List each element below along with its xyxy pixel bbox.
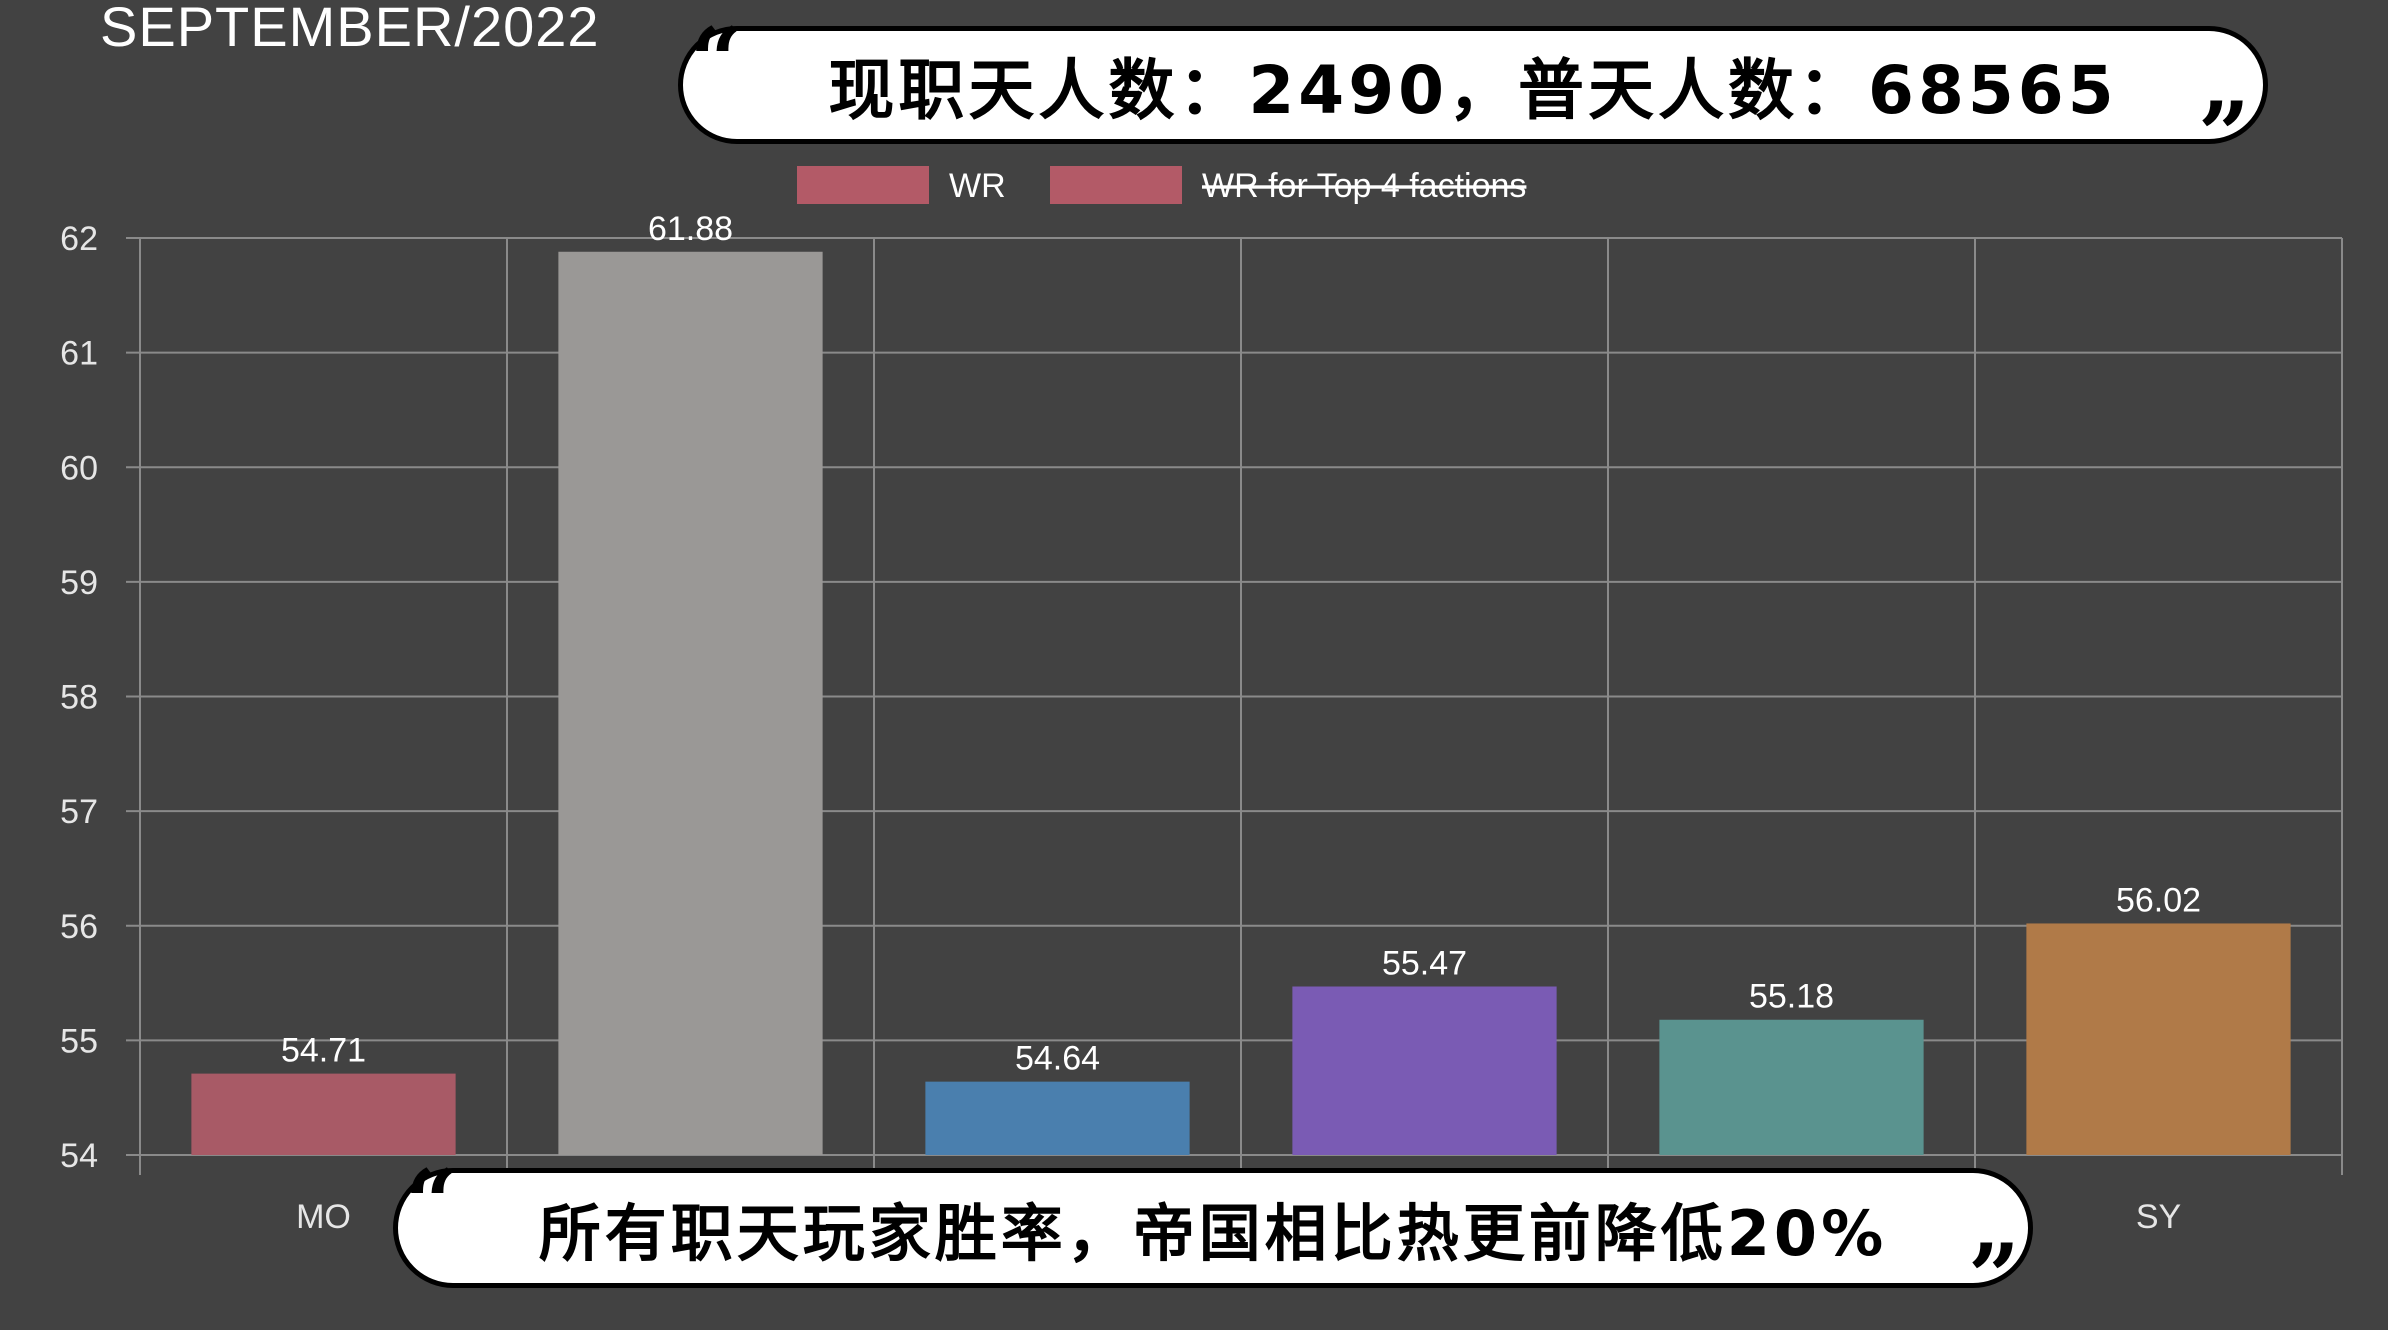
bar-value-labels: 54.71 61.88 54.64 55.47 55.18 56.02 xyxy=(281,210,2201,1078)
legend-label[interactable]: WR for Top 4 factions xyxy=(1202,167,1526,205)
y-tick-label: 60 xyxy=(60,449,98,487)
bars xyxy=(191,251,2291,1155)
x-tick-label: MO xyxy=(296,1198,351,1236)
y-tick-label: 62 xyxy=(60,220,98,258)
bottom-caption-text: 所有职天玩家胜率，帝国相比热更前降低20% xyxy=(538,1197,1888,1270)
bar-value-label: 55.18 xyxy=(1749,978,1834,1016)
chart-title: SEPTEMBER/2022 xyxy=(100,0,600,58)
legend-swatch[interactable] xyxy=(797,166,929,204)
y-tick-label: 57 xyxy=(60,793,98,831)
top-caption-text: 现职天人数：2490，普天人数：68565 xyxy=(828,52,2118,129)
x-axis-ticks: MO SY xyxy=(296,1198,2181,1236)
y-tick-label: 56 xyxy=(60,908,98,946)
y-axis-ticks: 54 55 56 57 58 59 60 61 62 xyxy=(60,220,98,1175)
top-close-quote: ” xyxy=(2198,82,2250,188)
y-tick-label: 54 xyxy=(60,1137,98,1175)
x-tick-label: SY xyxy=(2136,1198,2181,1236)
bottom-open-quote: “ xyxy=(405,1150,457,1256)
bottom-close-quote: ” xyxy=(1968,1224,2020,1330)
bar-value-label: 61.88 xyxy=(648,210,733,248)
bar-value-label: 54.71 xyxy=(281,1032,366,1070)
bar xyxy=(1659,1019,1924,1155)
top-open-quote: “ xyxy=(690,8,742,114)
grid xyxy=(126,237,2343,1175)
y-tick-label: 55 xyxy=(60,1022,98,1060)
bar xyxy=(925,1081,1190,1155)
legend[interactable]: WR WR for Top 4 factions xyxy=(797,166,1526,205)
bar xyxy=(2026,923,2291,1155)
y-tick-label: 61 xyxy=(60,335,98,373)
bar-value-label: 54.64 xyxy=(1015,1040,1100,1078)
bar-value-label: 55.47 xyxy=(1382,945,1467,983)
legend-swatch[interactable] xyxy=(1050,166,1182,204)
bar xyxy=(191,1073,456,1155)
y-tick-label: 59 xyxy=(60,564,98,602)
bar xyxy=(1292,986,1557,1155)
bottom-caption-bubble: 所有职天玩家胜率，帝国相比热更前降低20% xyxy=(393,1168,2033,1288)
y-tick-label: 58 xyxy=(60,679,98,717)
legend-label[interactable]: WR xyxy=(949,167,1006,205)
top-caption-bubble: 现职天人数：2490，普天人数：68565 xyxy=(678,26,2268,144)
bar-value-label: 56.02 xyxy=(2116,881,2201,919)
bar xyxy=(558,251,823,1155)
